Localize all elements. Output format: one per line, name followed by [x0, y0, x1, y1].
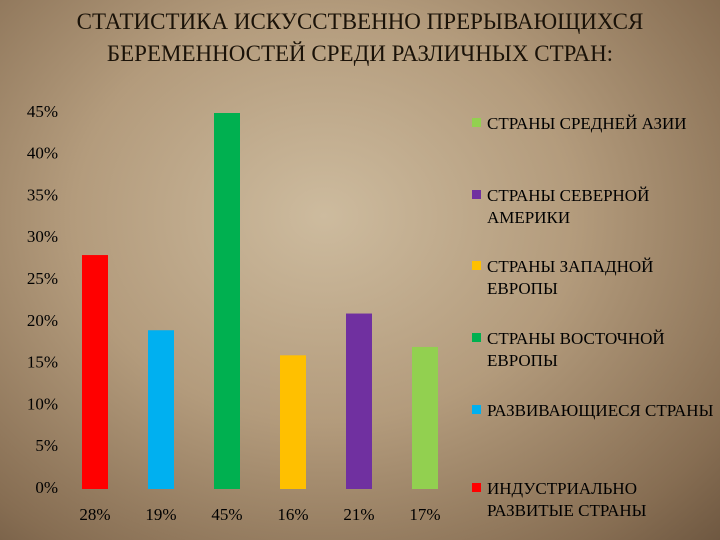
value-label: 16% — [277, 505, 308, 524]
legend-swatch — [472, 190, 481, 199]
legend-label: РАЗВИВАЮЩИЕСЯ СТРАНЫ — [487, 401, 714, 420]
legend-item: СТРАНЫ ВОСТОЧНОЙ ЕВРОПЫ — [472, 328, 716, 372]
chart-title: СТАТИСТИКА ИСКУССТВЕННО ПРЕРЫВАЮЩИХСЯ БЕ… — [76, 9, 644, 66]
legend-swatch — [472, 405, 481, 414]
value-label: 17% — [409, 505, 440, 524]
bar — [214, 113, 240, 489]
bar — [280, 355, 306, 489]
legend-label: СТРАНЫ ВОСТОЧНОЙ ЕВРОПЫ — [487, 329, 665, 370]
y-tick-label: 40% — [27, 144, 58, 163]
legend-swatch — [472, 118, 481, 127]
y-tick-label: 25% — [27, 269, 58, 288]
y-tick-label: 15% — [27, 353, 58, 372]
bar — [346, 313, 372, 489]
legend-item: СТРАНЫ СЕВЕРНОЙ АМЕРИКИ — [472, 185, 716, 229]
value-label: 21% — [343, 505, 374, 524]
legend-item: РАЗВИВАЮЩИЕСЯ СТРАНЫ — [472, 400, 716, 422]
legend-label: СТРАНЫ СРЕДНЕЙ АЗИИ — [487, 114, 687, 133]
legend-swatch — [472, 483, 481, 492]
value-label: 19% — [145, 505, 176, 524]
legend-swatch — [472, 333, 481, 342]
legend-item: СТРАНЫ ЗАПАДНОЙ ЕВРОПЫ — [472, 256, 716, 300]
y-tick-label: 30% — [27, 227, 58, 246]
y-tick-label: 0% — [35, 478, 58, 497]
y-tick-label: 45% — [27, 102, 58, 121]
y-tick-label: 5% — [35, 436, 58, 455]
value-label: 45% — [211, 505, 242, 524]
bar — [148, 330, 174, 489]
legend-item: ИНДУСТРИАЛЬНО РАЗВИТЫЕ СТРАНЫ — [472, 478, 716, 522]
legend-label: ИНДУСТРИАЛЬНО РАЗВИТЫЕ СТРАНЫ — [487, 479, 647, 520]
y-tick-label: 10% — [27, 394, 58, 413]
value-label: 28% — [79, 505, 110, 524]
legend-swatch — [472, 261, 481, 270]
legend-label: СТРАНЫ ЗАПАДНОЙ ЕВРОПЫ — [487, 257, 654, 298]
bar — [412, 346, 438, 489]
legend-label: СТРАНЫ СЕВЕРНОЙ АМЕРИКИ — [487, 186, 650, 227]
bar — [82, 255, 108, 489]
y-tick-label: 35% — [27, 185, 58, 204]
y-tick-label: 20% — [27, 311, 58, 330]
legend-item: СТРАНЫ СРЕДНЕЙ АЗИИ — [472, 113, 716, 135]
